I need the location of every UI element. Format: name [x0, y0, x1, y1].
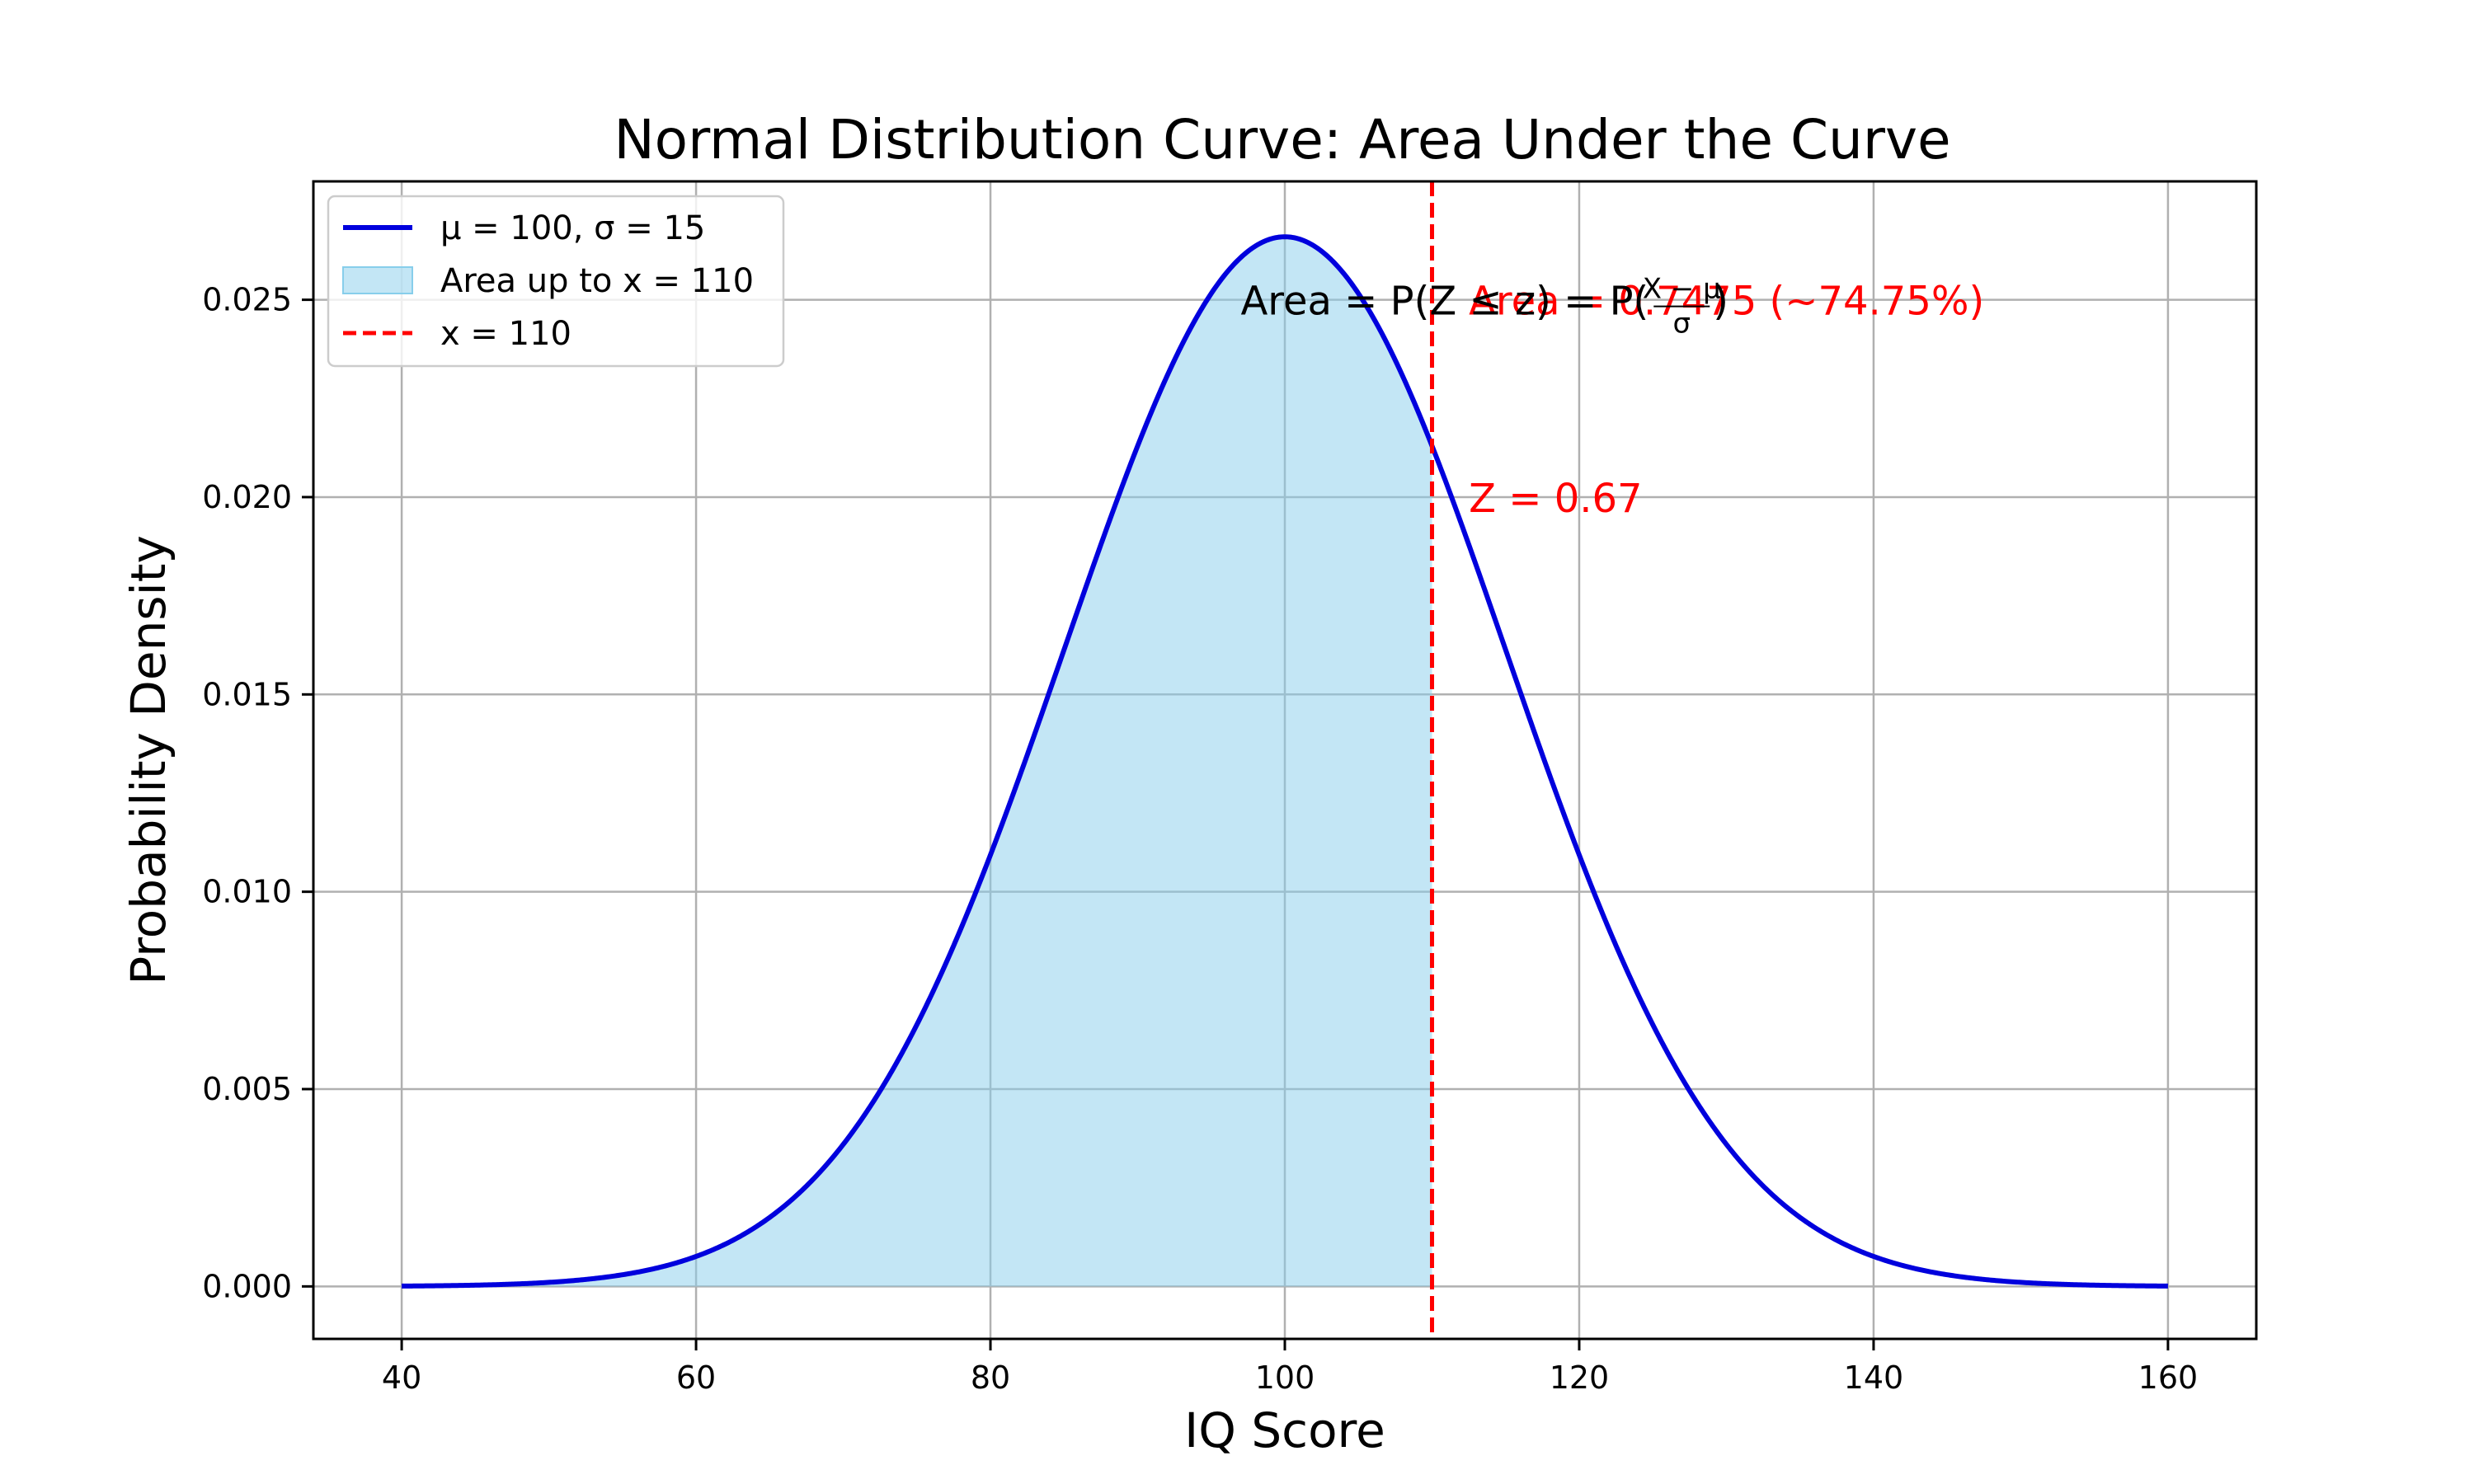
- legend-box: [327, 195, 785, 368]
- chart-title: Normal Distribution Curve: Area Under th…: [614, 108, 1950, 171]
- x-tick-label: 80: [971, 1360, 1010, 1396]
- formula-closing: ): [1713, 279, 1729, 325]
- formula-denominator: σ: [1672, 308, 1691, 340]
- y-tick-label: 0.020: [202, 479, 292, 515]
- y-tick-label: 0.005: [202, 1071, 292, 1107]
- annotations: Area = 0.7475 (~74.75%) Z = 0.67 Area = P(…: [1240, 273, 1984, 522]
- x-tick-label: 140: [1844, 1360, 1904, 1396]
- x-axis: 40 60 80 100 120 140 160: [382, 1339, 2198, 1396]
- x-tick-label: 60: [676, 1360, 716, 1396]
- legend-entry-label: x = 110: [440, 315, 571, 353]
- area-value-annotation: Area = 0.7475 (~74.75%): [1469, 279, 1984, 325]
- formula-numerator: X − μ: [1643, 273, 1721, 306]
- y-axis: 0.000 0.005 0.010 0.015 0.020 0.025: [202, 282, 313, 1304]
- legend-area-swatch: [342, 266, 413, 294]
- legend-entry-label: μ = 100, σ = 15: [440, 209, 705, 247]
- area-fill: [402, 237, 1432, 1287]
- formula-annotation: Area = P(Z ≤ z) = P(: [1240, 279, 1649, 325]
- x-tick-label: 120: [1550, 1360, 1610, 1396]
- y-tick-label: 0.010: [202, 874, 292, 910]
- y-tick-label: 0.025: [202, 282, 292, 318]
- y-axis-label: Probability Density: [120, 535, 176, 985]
- normal-curve-line: [400, 234, 2170, 1289]
- x-axis-label: IQ Score: [1184, 1402, 1385, 1458]
- x-tick-label: 100: [1255, 1360, 1315, 1396]
- z-score-annotation: Z = 0.67: [1469, 476, 1643, 522]
- plot-area: [400, 181, 2170, 1339]
- y-tick-label: 0.000: [202, 1268, 292, 1304]
- legend: μ = 100, σ = 15 Area up to x = 110 x = 110: [327, 195, 785, 368]
- x-tick-label: 160: [2138, 1360, 2199, 1396]
- legend-entry-label: Area up to x = 110: [440, 262, 754, 300]
- y-tick-label: 0.015: [202, 676, 292, 712]
- x-tick-label: 40: [382, 1360, 421, 1396]
